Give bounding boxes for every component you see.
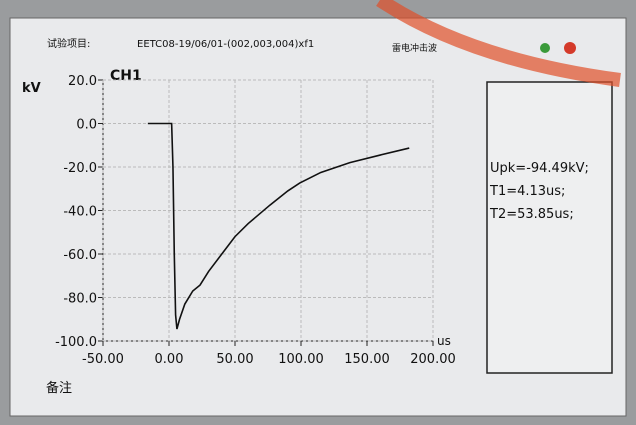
x-tick-label: 100.00: [278, 352, 324, 367]
y-tick-label: -60.0: [63, 248, 97, 263]
y-tick-label: -40.0: [63, 205, 97, 220]
result-box: [486, 81, 613, 374]
result: T1=4.13us;: [489, 184, 565, 199]
x-tick-label: 200.00: [410, 352, 456, 367]
x-tick-label: -50.00: [82, 352, 124, 367]
result: T2=53.85us;: [489, 207, 574, 222]
x-label: us: [437, 334, 451, 348]
status-led: [540, 43, 550, 53]
waveform: [147, 122, 410, 330]
mode: 雷电冲击波: [392, 42, 437, 54]
y-tick-label: -100.0: [55, 335, 97, 350]
x-tick-label: 150.00: [344, 352, 390, 367]
y-tick-label: 0.0: [76, 118, 97, 133]
x-tick-label: 0.00: [155, 352, 184, 367]
y-tick-label: -20.0: [63, 161, 97, 176]
remark: 备注: [46, 380, 72, 396]
y-tick-label: -80.0: [63, 292, 97, 307]
result: Upk=-94.49kV;: [490, 161, 589, 176]
item-value: EETC08-19/06/01-(002,003,004)xf1: [137, 39, 314, 50]
y-label: kV: [22, 81, 41, 96]
status-led: [564, 42, 576, 54]
chart-title: CH1: [110, 68, 142, 84]
item-label: 试验项目:: [47, 37, 90, 50]
y-tick-label: 20.0: [68, 74, 97, 89]
x-tick-label: 50.00: [216, 352, 253, 367]
stamp: [376, 0, 621, 87]
